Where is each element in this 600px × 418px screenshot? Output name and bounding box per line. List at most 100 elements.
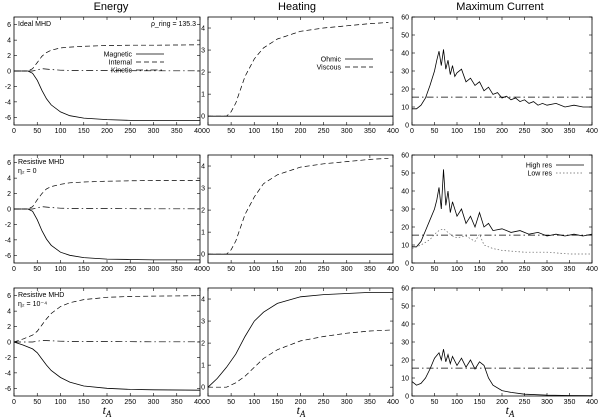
legend-label: Ohmic — [321, 57, 342, 64]
column-title-energy: Energy — [94, 1, 129, 13]
series-ohmic — [207, 291, 393, 388]
x-tick-label: 400 — [194, 399, 206, 406]
x-tick-label: 300 — [341, 266, 353, 273]
x-tick-label: 300 — [148, 266, 160, 273]
x-tick-label: 0 — [410, 266, 414, 273]
panel-annotation-title: Resistive MHD — [18, 292, 64, 299]
series-current — [412, 49, 592, 110]
x-tick-label: 100 — [55, 128, 67, 135]
x-tick-label: 200 — [101, 399, 113, 406]
x-tick-label: 100 — [248, 128, 260, 135]
x-tick-label: 350 — [364, 128, 376, 135]
plot-frame — [207, 16, 394, 126]
plot-frame — [207, 287, 394, 397]
x-axis-label-col-0: tA — [103, 403, 112, 418]
y-tick-label: 2 — [7, 191, 11, 198]
x-tick-label: 400 — [586, 128, 598, 135]
y-tick-label: 0 — [405, 261, 409, 268]
x-tick-label: 250 — [124, 266, 136, 273]
x-tick-label: 400 — [387, 266, 399, 273]
y-tick-label: 60 — [401, 153, 409, 160]
x-axis-label-t: t — [506, 403, 510, 417]
panel-annotation-param: η₂ = 0 — [18, 168, 37, 175]
series-magnetic — [14, 70, 200, 121]
y-tick-label: 4 — [201, 164, 205, 171]
series-viscous — [208, 22, 389, 117]
panel-ideal-energy: 0 50 100 150 200 250 300 350 400 6 4 2 0 -2 -4 -6 Ideal … — [5, 16, 206, 135]
panel-ideal-current: 0 50 100 150 200 250 300 350 400 0 10 20 30 40 50 60 — [401, 15, 598, 136]
panel-resistive4-energy: 0 50 100 150 200 250 300 350 400 6 4 2 0 -2 -4 -6 Resist… — [5, 287, 206, 406]
y-tick-label: -2 — [5, 355, 11, 362]
panel-annotation-param: ρ_ring = 135.3 — [151, 21, 196, 28]
column-title-heating: Heating — [278, 1, 316, 13]
plot-frame — [411, 287, 593, 397]
x-axis-label-col-2: tA — [506, 403, 515, 418]
x-tick-label: 50 — [227, 128, 235, 135]
x-tick-label: 0 — [12, 128, 16, 135]
x-tick-label: 200 — [101, 266, 113, 273]
x-tick-label: 200 — [295, 266, 307, 273]
series-viscous — [208, 157, 389, 255]
y-tick-label: 40 — [401, 51, 409, 58]
y-tick-label: 0 — [7, 69, 11, 76]
series-low-res — [411, 228, 592, 255]
y-tick-label: 0 — [7, 340, 11, 347]
x-tick-label: 150 — [272, 128, 284, 135]
y-tick-label: 0 — [7, 207, 11, 214]
x-tick-label: 50 — [33, 128, 41, 135]
x-axis-label-sub: A — [105, 409, 112, 418]
y-tick-label: 4 — [7, 309, 11, 316]
y-tick-label: 6 — [7, 293, 11, 300]
x-tick-label: 150 — [474, 399, 486, 406]
x-tick-label: 150 — [78, 266, 90, 273]
x-tick-label: 400 — [586, 266, 598, 273]
y-tick-label: 2 — [7, 324, 11, 331]
x-tick-label: 300 — [541, 399, 553, 406]
x-tick-label: 50 — [33, 266, 41, 273]
y-tick-label: -4 — [5, 370, 11, 377]
x-tick-label: 0 — [12, 399, 16, 406]
y-tick-label: 3 — [201, 319, 205, 326]
y-tick-label: 20 — [401, 225, 409, 232]
legend-label: Internal — [109, 60, 133, 67]
legend-label: Viscous — [317, 65, 342, 72]
x-tick-label: 350 — [564, 266, 576, 273]
x-axis-label-col-1: tA — [297, 403, 306, 418]
y-tick-label: 50 — [401, 304, 409, 311]
y-tick-label: 4 — [201, 26, 205, 33]
x-tick-label: 200 — [496, 128, 508, 135]
x-tick-label: 0 — [12, 266, 16, 273]
x-tick-label: 250 — [318, 266, 330, 273]
y-tick-label: 1 — [201, 363, 205, 370]
plot-frame — [13, 154, 201, 264]
x-tick-label: 100 — [451, 266, 463, 273]
x-tick-label: 250 — [519, 128, 531, 135]
panel-grid: 0 50 100 150 200 250 300 350 4006420-2-4-6Ideal … — [5, 15, 598, 407]
x-tick-label: 250 — [318, 128, 330, 135]
x-tick-label: 250 — [124, 399, 136, 406]
x-axis-label-t: t — [297, 403, 301, 417]
x-tick-label: 200 — [101, 128, 113, 135]
x-tick-label: 350 — [171, 399, 183, 406]
y-tick-label: -6 — [5, 115, 11, 122]
column-title-maximum-current: Maximum Current — [456, 1, 543, 13]
y-tick-label: 0 — [201, 385, 205, 392]
x-tick-label: 350 — [564, 399, 576, 406]
x-tick-label: 400 — [194, 128, 206, 135]
x-tick-label: 50 — [431, 266, 439, 273]
y-tick-label: 2 — [201, 341, 205, 348]
y-tick-label: 30 — [401, 69, 409, 76]
y-tick-label: 40 — [401, 322, 409, 329]
y-tick-label: 3 — [201, 48, 205, 55]
x-tick-label: 300 — [341, 128, 353, 135]
legend-label: High res — [526, 163, 553, 170]
x-tick-label: 0 — [206, 399, 210, 406]
y-tick-label: 50 — [401, 33, 409, 40]
y-tick-label: 4 — [7, 38, 11, 45]
x-tick-label: 250 — [519, 266, 531, 273]
panel-resistive0-current: 0 50 100 150 200 250 300 350 400 0 10 20 30 40 50 60 Hig… — [401, 153, 598, 274]
series-magnetic — [13, 341, 201, 391]
plot-frame — [13, 16, 201, 126]
y-tick-label: 40 — [401, 189, 409, 196]
y-tick-label: -4 — [5, 99, 11, 106]
